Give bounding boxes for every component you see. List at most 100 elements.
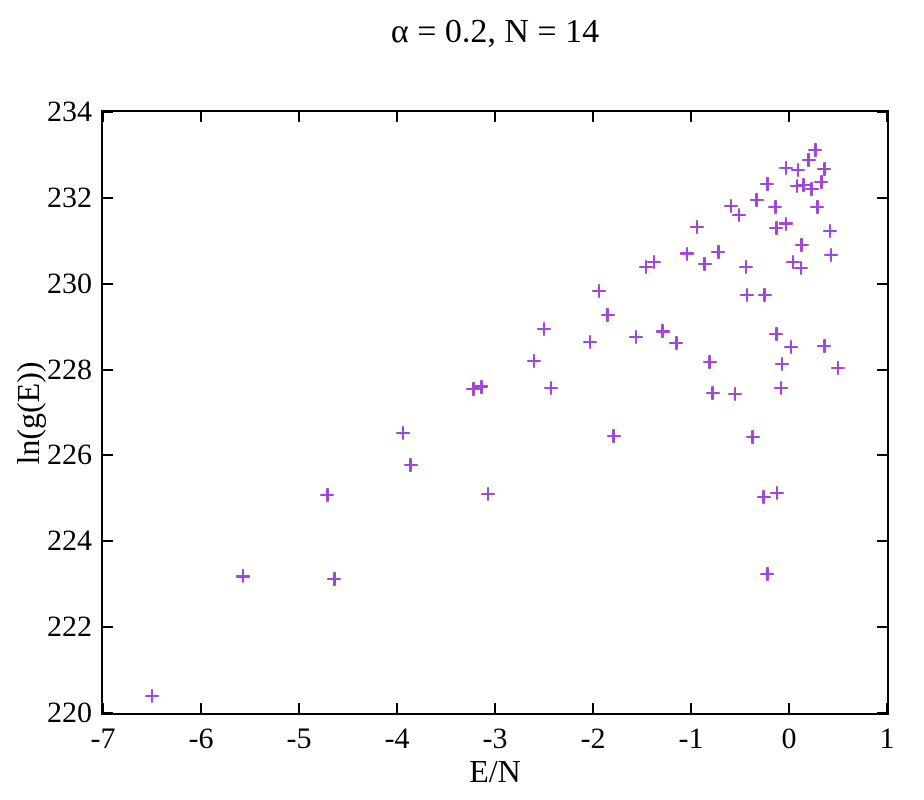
data-point-marker (527, 353, 542, 368)
data-point-marker (824, 247, 839, 262)
y-tick-mark (103, 111, 113, 113)
data-point-marker (831, 360, 845, 375)
y-tick-mark-mirror (877, 196, 887, 199)
data-point-marker (395, 426, 410, 441)
data-point-marker (745, 429, 760, 444)
data-point-marker (600, 308, 615, 323)
y-tick-label: 220 (47, 696, 92, 729)
data-point-marker (749, 193, 764, 207)
x-tick-mark (592, 703, 594, 713)
data-point-marker (779, 160, 794, 175)
data-point-marker (669, 335, 684, 350)
data-point-marker (785, 254, 800, 269)
x-tick-label: -4 (384, 722, 410, 755)
data-point-marker (591, 284, 606, 298)
data-point-marker (796, 177, 811, 192)
data-point-marker (728, 387, 743, 402)
data-point-marker (481, 487, 496, 502)
x-axis-label: E/N (469, 753, 521, 789)
y-tick-label: 224 (47, 524, 92, 558)
data-point-marker (769, 326, 784, 341)
data-point-marker (537, 321, 551, 336)
data-point-marker (697, 256, 712, 271)
data-point-marker (711, 244, 726, 259)
data-point-marker (606, 429, 621, 444)
data-point-marker (770, 486, 785, 501)
x-tick-mark (886, 703, 888, 713)
data-point-marker (801, 153, 816, 168)
data-point-marker (768, 199, 783, 214)
y-tick-label: 228 (47, 352, 92, 386)
plot-layer (102, 111, 888, 714)
data-point-marker (629, 329, 644, 344)
x-tick-mark-mirror (102, 112, 104, 122)
data-point-marker (638, 259, 653, 274)
x-tick-label: -6 (188, 722, 214, 755)
x-tick-label: -2 (580, 722, 606, 755)
y-tick-mark-mirror (877, 111, 887, 113)
data-point-marker (817, 162, 832, 177)
y-tick-mark (103, 196, 113, 199)
data-point-marker (823, 223, 838, 238)
x-tick-mark (788, 703, 790, 713)
data-point-marker (808, 143, 823, 158)
data-point-marker (775, 356, 790, 371)
data-point-marker (760, 566, 775, 581)
data-point-marker (769, 220, 784, 235)
x-tick-label: 0 (781, 722, 797, 755)
data-point-marker (403, 457, 418, 472)
data-point-marker (327, 572, 342, 587)
y-tick-mark-mirror (877, 626, 887, 629)
y-tick-mark (103, 282, 113, 285)
data-point-marker (774, 381, 789, 396)
data-point-marker (236, 569, 251, 584)
data-point-marker (756, 490, 771, 505)
data-point-marker (814, 174, 829, 189)
x-tick-mark (690, 703, 692, 713)
y-tick-mark-mirror (877, 712, 887, 714)
x-tick-label: 1 (879, 722, 895, 755)
data-point-marker (689, 220, 704, 235)
data-point-marker (680, 246, 695, 261)
y-tick-label: 234 (47, 95, 92, 128)
data-point-marker (543, 381, 558, 396)
x-tick-mark-mirror (298, 112, 300, 122)
data-point-marker (757, 287, 772, 302)
x-tick-mark-mirror (788, 112, 790, 122)
x-tick-mark (200, 703, 202, 713)
data-point-marker (474, 379, 489, 394)
y-tick-mark (103, 454, 113, 457)
data-point-marker (705, 386, 720, 401)
y-tick-mark-mirror (877, 454, 887, 457)
data-point-marker (760, 177, 775, 192)
x-tick-label: -3 (482, 722, 508, 755)
data-point-marker (794, 238, 809, 253)
x-tick-label: -7 (90, 722, 116, 755)
y-tick-label: 226 (47, 438, 92, 472)
data-point-marker (810, 199, 825, 214)
x-tick-mark (298, 703, 300, 713)
data-point-marker (739, 287, 754, 302)
x-tick-mark-mirror (494, 112, 496, 122)
y-tick-mark (103, 540, 113, 543)
data-point-marker (738, 259, 753, 274)
data-point-marker (817, 338, 832, 353)
y-tick-label: 222 (47, 610, 92, 644)
x-tick-mark-mirror (690, 112, 692, 122)
x-tick-mark-mirror (200, 112, 202, 122)
y-tick-mark (103, 712, 113, 714)
data-point-marker (655, 324, 670, 339)
y-tick-label: 230 (47, 266, 92, 300)
data-point-marker (145, 688, 159, 703)
chart-title: α = 0.2, N = 14 (390, 13, 600, 50)
y-tick-label: 232 (47, 180, 92, 214)
data-point-marker (804, 181, 819, 196)
data-point-marker (783, 339, 798, 354)
y-tick-mark-mirror (877, 368, 887, 371)
y-tick-mark-mirror (877, 540, 887, 543)
x-tick-mark-mirror (592, 112, 594, 122)
data-point-marker (793, 260, 808, 275)
x-tick-mark (494, 703, 496, 713)
x-tick-mark (102, 703, 104, 713)
